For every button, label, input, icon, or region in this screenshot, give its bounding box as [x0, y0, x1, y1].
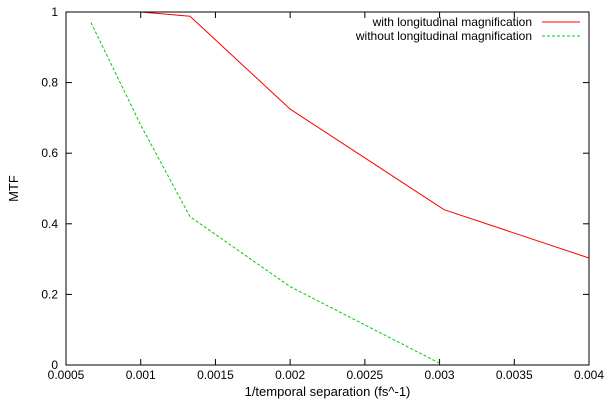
- x-tick-label: 0.0025: [347, 368, 384, 382]
- x-axis-label: 1/temporal separation (fs^-1): [245, 384, 411, 399]
- y-tick-label: 0.8: [41, 76, 58, 90]
- series-line-2: [90, 22, 440, 364]
- x-axis-ticks: 0.0005 0.001 0.0015 0.002 0.0025 0.003 0.0035 0…: [48, 12, 604, 382]
- x-tick-label: 0.0035: [496, 368, 533, 382]
- y-tick-label: 0.6: [41, 146, 58, 160]
- y-axis-label: MTF: [6, 175, 21, 202]
- plot-frame: [65, 11, 590, 366]
- x-tick-label: 0.0015: [197, 368, 234, 382]
- y-tick-label: 0: [51, 358, 58, 372]
- x-tick-label: 0.004: [574, 368, 604, 382]
- y-tick-label: 1: [51, 5, 58, 19]
- series-line-1: [140, 11, 590, 259]
- x-tick-label: 0.0005: [48, 368, 85, 382]
- y-axis-ticks: 0 0.2 0.4 0.6 0.8 1: [41, 5, 589, 372]
- series-layer: [90, 11, 590, 364]
- y-tick-label: 0.4: [41, 217, 58, 231]
- x-tick-label: 0.003: [425, 368, 455, 382]
- legend-label: with longitudinal magnification: [372, 15, 532, 29]
- x-tick-label: 0.001: [126, 368, 156, 382]
- y-tick-label: 0.2: [41, 287, 58, 301]
- x-tick-label: 0.002: [275, 368, 305, 382]
- legend-label: without longitudinal magnification: [355, 29, 532, 43]
